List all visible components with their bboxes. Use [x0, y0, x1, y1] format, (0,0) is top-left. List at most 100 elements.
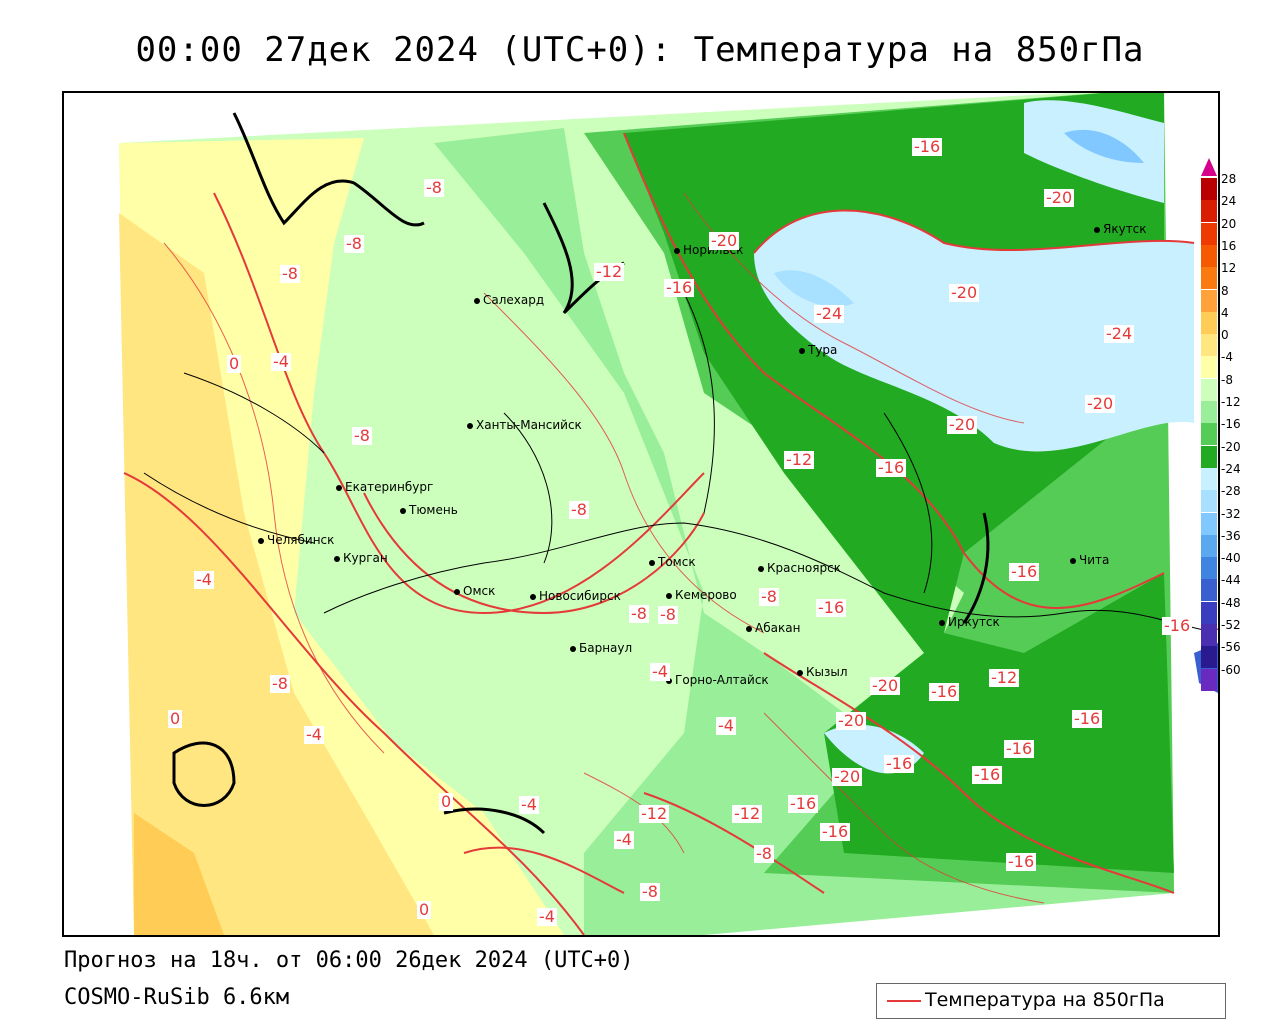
model-info: COSMO-RuSib 6.6км — [64, 985, 290, 1010]
scale-swatch — [1201, 423, 1217, 446]
scale-swatch — [1201, 222, 1217, 245]
contour-label: -12 — [989, 668, 1020, 687]
contour-label: -20 — [1085, 394, 1116, 413]
scale-swatch — [1201, 200, 1217, 223]
contour-label: -16 — [1162, 616, 1193, 635]
city-novosibirsk: Новосибирск — [530, 589, 621, 603]
contour-label: -16 — [912, 137, 943, 156]
contour-label: -4 — [537, 907, 557, 926]
contour-label: -16 — [816, 598, 847, 617]
scale-label: -28 — [1221, 484, 1241, 499]
scale-swatch — [1201, 178, 1217, 200]
scale-swatch — [1201, 534, 1217, 557]
legend-line-icon — [887, 1000, 921, 1002]
scale-swatch — [1201, 624, 1217, 646]
city-khanty-mansiysk: Ханты-Мансийск — [467, 418, 582, 432]
scale-label: 24 — [1221, 194, 1237, 209]
scale-label: -8 — [1221, 372, 1233, 387]
city-dot-icon — [570, 645, 576, 652]
city-irkutsk: Иркутск — [939, 615, 1000, 629]
city-tomsk: Томск — [649, 555, 696, 569]
city-dot-icon — [1094, 226, 1100, 233]
city-dot-icon — [799, 347, 805, 354]
scale-label: -32 — [1221, 506, 1241, 521]
scale-label: 16 — [1221, 238, 1237, 253]
contour-label: -20 — [832, 767, 863, 786]
city-dot-icon — [467, 422, 473, 429]
contour-label: -16 — [1004, 739, 1035, 758]
scale-label: -4 — [1221, 350, 1233, 365]
city-yakutsk: Якутск — [1094, 222, 1147, 236]
city-dot-icon — [649, 559, 655, 566]
contour-label: -20 — [949, 283, 980, 302]
contour-label: -16 — [1009, 562, 1040, 581]
scale-label: -40 — [1221, 551, 1241, 566]
contour-label: -24 — [814, 304, 845, 323]
scale-swatch — [1201, 289, 1217, 312]
map-canvas — [119, 93, 1218, 935]
scale-swatch — [1201, 467, 1217, 490]
contour-label: -4 — [716, 716, 736, 735]
city-dot-icon — [797, 669, 803, 676]
scale-label: 4 — [1221, 305, 1229, 320]
contour-label: -16 — [929, 682, 960, 701]
scale-label: 12 — [1221, 261, 1237, 276]
scale-label: -44 — [1221, 573, 1241, 588]
city-barnaul: Барнаул — [570, 641, 632, 655]
scale-swatch — [1201, 512, 1217, 535]
contour-label: -20 — [836, 711, 867, 730]
contour-label: -8 — [640, 882, 660, 901]
contour-label: -8 — [424, 178, 444, 197]
contour-label: -4 — [271, 352, 291, 371]
contour-label: -12 — [594, 262, 625, 281]
contour-label: -16 — [876, 458, 907, 477]
city-omsk: Омск — [454, 584, 495, 598]
contour-label: -16 — [820, 822, 851, 841]
scale-label: -52 — [1221, 618, 1241, 632]
contour-label: -8 — [270, 674, 290, 693]
scale-label: -24 — [1221, 461, 1241, 476]
city-chita: Чита — [1070, 553, 1109, 567]
scale-swatch — [1201, 378, 1217, 401]
city-kemerovo: Кемерово — [666, 588, 737, 602]
city-dot-icon — [454, 588, 460, 595]
contour-label: -20 — [947, 415, 978, 434]
scale-label: 8 — [1221, 283, 1229, 298]
city-gorno-altaysk: Горно-Алтайск — [666, 673, 769, 687]
contour-label: 0 — [227, 354, 242, 373]
contour-label: -20 — [709, 231, 740, 250]
scale-swatch — [1201, 646, 1217, 669]
contour-label: -4 — [614, 830, 634, 849]
city-kurgan: Курган — [334, 551, 388, 565]
contour-label: -8 — [759, 587, 779, 606]
contour-label: -8 — [280, 264, 300, 283]
scale-swatch — [1201, 244, 1217, 267]
contour-label: -12 — [732, 804, 763, 823]
city-dot-icon — [334, 555, 340, 562]
contour-label: -16 — [972, 765, 1003, 784]
scale-label: -60 — [1221, 662, 1241, 677]
scale-label: -56 — [1221, 640, 1241, 655]
forecast-info: Прогноз на 18ч. от 06:00 26дек 2024 (UTC… — [64, 948, 634, 973]
contour-label: -4 — [194, 570, 214, 589]
contour-label: 0 — [168, 709, 183, 728]
contour-label: -8 — [344, 234, 364, 253]
city-abakan: Абакан — [746, 621, 800, 635]
scale-label: -12 — [1221, 395, 1241, 409]
city-dot-icon — [336, 484, 342, 491]
contour-label: -16 — [1072, 709, 1103, 728]
contour-label: -16 — [884, 754, 915, 773]
contour-label: -8 — [754, 844, 774, 863]
city-dot-icon — [530, 593, 536, 600]
scale-swatch — [1201, 490, 1217, 513]
contour-label: -16 — [788, 794, 819, 813]
contour-label: -12 — [784, 450, 815, 469]
city-ekaterinburg: Екатеринбург — [336, 480, 433, 494]
city-krasnoyarsk: Красноярск — [758, 561, 841, 575]
city-dot-icon — [758, 565, 764, 572]
city-dot-icon — [939, 619, 945, 626]
contour-label: 0 — [439, 792, 454, 811]
contour-label: -4 — [519, 795, 539, 814]
contour-label: -16 — [664, 278, 695, 297]
map-title: 00:00 27дек 2024 (UTC+0): Температура на… — [135, 30, 1145, 70]
